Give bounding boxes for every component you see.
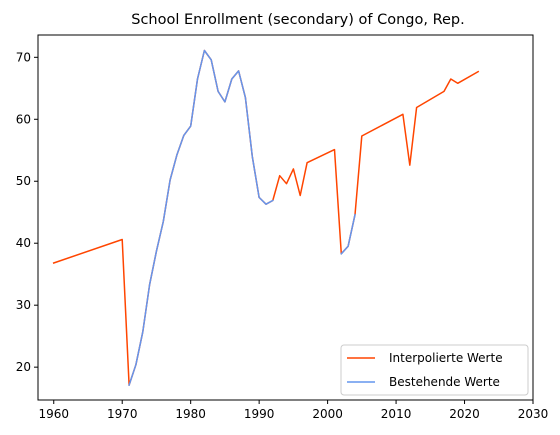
x-tick-label: 1970: [107, 407, 138, 421]
y-tick-label: 70: [16, 50, 31, 64]
y-tick-label: 40: [16, 236, 31, 250]
legend-label: Interpolierte Werte: [389, 351, 503, 365]
legend: Interpolierte Werte Bestehende Werte: [340, 344, 529, 396]
plot-area: [37, 34, 534, 401]
x-tick-label: 2020: [449, 407, 480, 421]
y-tick-label: 20: [16, 360, 31, 374]
x-tick-label: 2010: [381, 407, 412, 421]
legend-box: [340, 344, 529, 396]
series-line-existing: [128, 49, 274, 387]
x-tick-label: 1960: [38, 407, 69, 421]
y-tick-label: 50: [16, 174, 31, 188]
y-tick-label: 60: [16, 112, 31, 126]
x-axis: 1960 1970 1980 1990 2000 2010 2020 2030: [38, 400, 548, 421]
y-axis: 20 30 40 50 60 70: [16, 50, 38, 374]
series-layer: [52, 49, 480, 387]
x-tick-label: 2030: [518, 407, 549, 421]
legend-label: Bestehende Werte: [389, 375, 500, 389]
chart-title: School Enrollment (secondary) of Congo, …: [131, 12, 465, 28]
x-tick-label: 2000: [312, 407, 343, 421]
x-tick-label: 1990: [244, 407, 275, 421]
series-line-interpolated: [52, 49, 480, 386]
y-tick-label: 30: [16, 298, 31, 312]
x-tick-label: 1980: [175, 407, 206, 421]
series-line-existing: [340, 213, 356, 255]
